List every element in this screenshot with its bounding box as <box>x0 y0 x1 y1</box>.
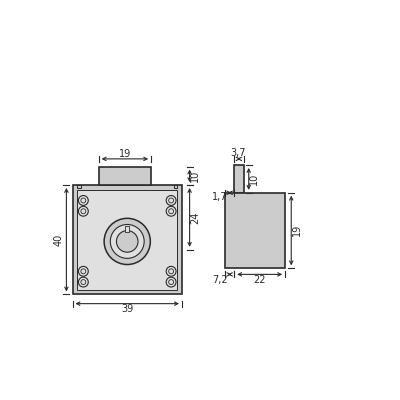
Circle shape <box>166 206 176 216</box>
Circle shape <box>78 196 88 205</box>
Circle shape <box>169 198 174 203</box>
Bar <box>77 190 177 290</box>
Circle shape <box>81 198 86 203</box>
Circle shape <box>169 209 174 214</box>
Text: 3,7: 3,7 <box>230 148 246 158</box>
Circle shape <box>166 266 176 276</box>
Circle shape <box>110 224 144 258</box>
Circle shape <box>104 218 150 264</box>
Bar <box>125 226 129 232</box>
Text: 24: 24 <box>190 211 200 224</box>
Circle shape <box>169 280 174 284</box>
Text: 7,2: 7,2 <box>212 275 228 285</box>
Text: 19: 19 <box>292 224 302 236</box>
Text: 10: 10 <box>249 173 259 185</box>
Text: 40: 40 <box>54 234 64 246</box>
Text: 22: 22 <box>254 275 266 285</box>
Text: 39: 39 <box>121 304 134 314</box>
Circle shape <box>81 280 86 284</box>
Circle shape <box>116 231 138 252</box>
Text: 10: 10 <box>190 170 200 182</box>
Bar <box>225 193 285 268</box>
Bar <box>77 185 81 188</box>
Circle shape <box>81 269 86 274</box>
Circle shape <box>166 196 176 205</box>
Bar <box>174 185 177 188</box>
Bar <box>234 165 244 193</box>
Circle shape <box>81 209 86 214</box>
Bar <box>72 185 182 294</box>
Text: 19: 19 <box>119 149 131 159</box>
Circle shape <box>169 269 174 274</box>
Circle shape <box>78 277 88 287</box>
Circle shape <box>78 266 88 276</box>
Circle shape <box>166 277 176 287</box>
Text: 1,7: 1,7 <box>212 192 228 202</box>
Circle shape <box>78 206 88 216</box>
Bar <box>99 166 151 185</box>
